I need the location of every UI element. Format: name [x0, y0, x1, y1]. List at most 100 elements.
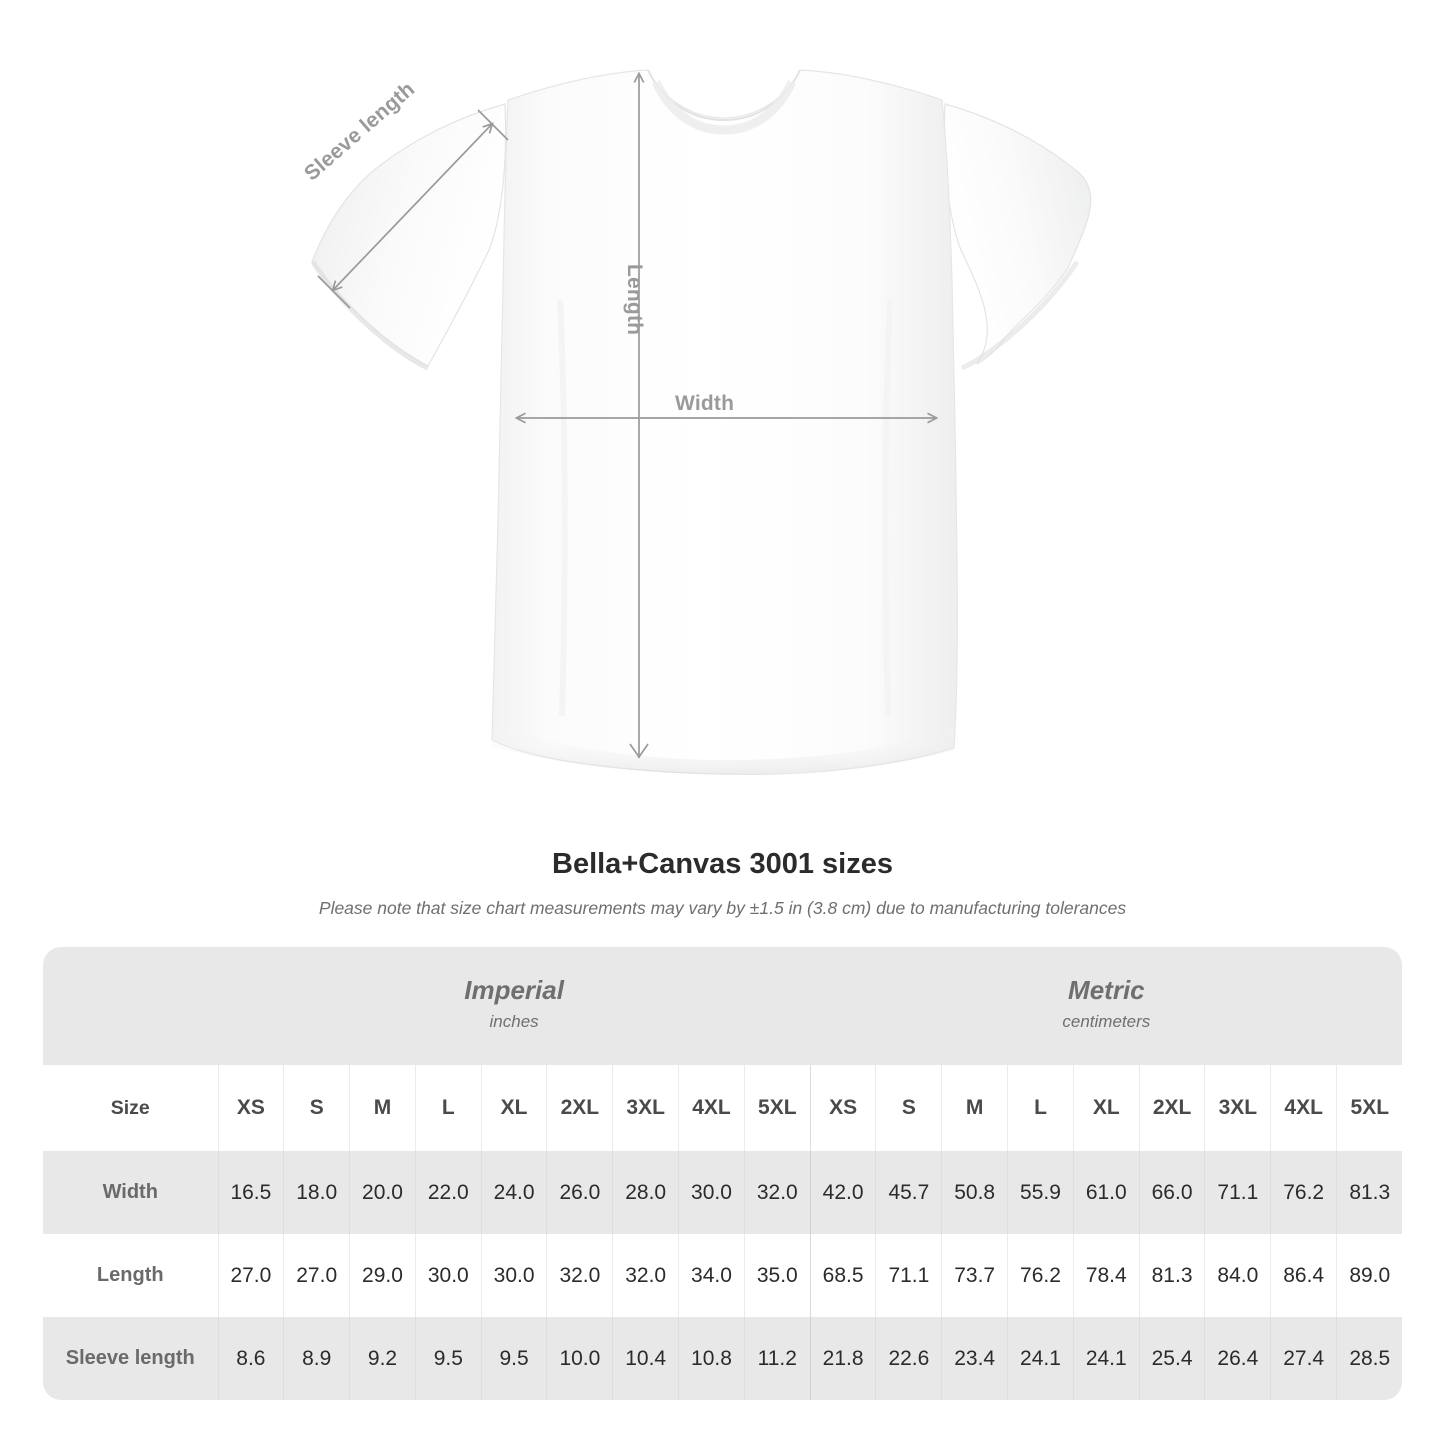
cell-length-imperial-s: 27.0 — [283, 1234, 350, 1317]
size-header-metric-l: L — [1007, 1065, 1074, 1151]
size-header-imperial-m: M — [349, 1065, 416, 1151]
cell-length-metric-5xl: 89.0 — [1336, 1234, 1403, 1317]
chart-note: Please note that size chart measurements… — [318, 898, 1127, 918]
width-label: Width — [675, 392, 735, 415]
size-header-row: Size XS S M L XL 2XL 3XL 4XL 5XL XS S M L XL 2XL 3XL 4XL… — [43, 1065, 1403, 1151]
size-header-imperial-xs: XS — [217, 1065, 284, 1151]
group-header-spacer — [43, 947, 218, 1065]
cell-sleeve-length-metric-xl: 24.1 — [1072, 1317, 1140, 1400]
table-row-sleeve-length: Sleeve length 8.6 8.9 9.2 9.5 9.5 10.0 10.4 10.… — [43, 1317, 1403, 1400]
group-name-imperial: Imperial — [464, 974, 564, 1005]
cell-width-metric-2xl: 66.0 — [1138, 1151, 1205, 1234]
cell-length-metric-s: 71.1 — [875, 1234, 942, 1317]
cell-width-imperial-xs: 16.5 — [217, 1151, 284, 1234]
row-label-sleeve-length: Sleeve length — [43, 1317, 218, 1400]
cell-width-metric-s: 45.7 — [875, 1151, 942, 1234]
cell-sleeve-length-imperial-xl: 9.5 — [480, 1317, 547, 1400]
cell-length-imperial-5xl: 35.0 — [743, 1234, 811, 1317]
table-row-length: Length 27.0 27.0 29.0 30.0 30.0 32.0 32.0 34.0 3… — [43, 1234, 1403, 1317]
cell-length-metric-3xl: 84.0 — [1204, 1234, 1271, 1317]
size-header-metric-xs: XS — [809, 1065, 876, 1151]
cell-length-imperial-m: 29.0 — [349, 1234, 416, 1317]
tshirt-shape — [310, 69, 1092, 775]
cell-length-imperial-xl: 30.0 — [480, 1234, 547, 1317]
cell-width-metric-5xl: 81.3 — [1336, 1151, 1403, 1234]
cell-width-imperial-5xl: 32.0 — [743, 1151, 811, 1234]
cell-width-imperial-2xl: 26.0 — [546, 1151, 613, 1234]
size-chart-table: Imperial inches Metric centimeters Size … — [43, 947, 1403, 1400]
cell-width-metric-xs: 42.0 — [809, 1151, 876, 1234]
group-header-metric: Metric centimeters — [810, 947, 1403, 1065]
length-label: Length — [623, 264, 646, 336]
cell-sleeve-length-metric-m: 23.4 — [941, 1317, 1008, 1400]
cell-length-imperial-2xl: 32.0 — [546, 1234, 613, 1317]
cell-length-imperial-4xl: 34.0 — [678, 1234, 745, 1317]
cell-sleeve-length-metric-s: 22.6 — [875, 1317, 942, 1400]
group-header-imperial: Imperial inches — [218, 947, 811, 1065]
cell-width-metric-3xl: 71.1 — [1204, 1151, 1271, 1234]
cell-width-imperial-3xl: 28.0 — [612, 1151, 679, 1234]
cell-length-imperial-l: 30.0 — [414, 1234, 482, 1317]
cell-width-imperial-l: 22.0 — [414, 1151, 482, 1234]
size-header-metric-xl: XL — [1072, 1065, 1140, 1151]
cell-length-metric-2xl: 81.3 — [1138, 1234, 1205, 1317]
size-header-metric-2xl: 2XL — [1138, 1065, 1205, 1151]
cell-sleeve-length-imperial-s: 8.9 — [283, 1317, 350, 1400]
cell-sleeve-length-metric-xs: 21.8 — [809, 1317, 876, 1400]
cell-width-metric-l: 55.9 — [1007, 1151, 1074, 1234]
cell-sleeve-length-imperial-4xl: 10.8 — [678, 1317, 745, 1400]
chart-title: Bella+Canvas 3001 sizes — [552, 848, 893, 880]
cell-sleeve-length-metric-5xl: 28.5 — [1336, 1317, 1403, 1400]
length-arrow-bottom-head — [629, 743, 649, 759]
cell-length-metric-l: 76.2 — [1007, 1234, 1074, 1317]
group-unit-metric: centimeters — [1062, 1012, 1151, 1032]
size-header-imperial-5xl: 5XL — [743, 1065, 811, 1151]
cell-length-imperial-xs: 27.0 — [217, 1234, 284, 1317]
row-label-length: Length — [43, 1234, 218, 1317]
size-header-metric-4xl: 4XL — [1270, 1065, 1337, 1151]
cell-sleeve-length-metric-2xl: 25.4 — [1138, 1317, 1205, 1400]
size-header-imperial-s: S — [283, 1065, 350, 1151]
cell-sleeve-length-metric-l: 24.1 — [1007, 1317, 1074, 1400]
sleeve-arrow-cap-start — [317, 275, 351, 309]
size-header-imperial-2xl: 2XL — [546, 1065, 613, 1151]
size-header-metric-m: M — [941, 1065, 1008, 1151]
cell-length-metric-4xl: 86.4 — [1270, 1234, 1337, 1317]
group-header-row: Imperial inches Metric centimeters — [43, 947, 1403, 1065]
size-header-metric-5xl: 5XL — [1336, 1065, 1403, 1151]
cell-sleeve-length-imperial-l: 9.5 — [414, 1317, 482, 1400]
sleeve-arrow-cap-end — [477, 109, 509, 141]
measurement-arrows — [317, 74, 936, 759]
cell-length-metric-m: 73.7 — [941, 1234, 1008, 1317]
cell-length-metric-xl: 78.4 — [1072, 1234, 1140, 1317]
group-name-metric: Metric — [1068, 974, 1145, 1005]
cell-sleeve-length-imperial-3xl: 10.4 — [612, 1317, 679, 1400]
size-header-metric-3xl: 3XL — [1204, 1065, 1271, 1151]
cell-width-imperial-s: 18.0 — [283, 1151, 350, 1234]
cell-sleeve-length-imperial-2xl: 10.0 — [546, 1317, 613, 1400]
cell-sleeve-length-metric-4xl: 27.4 — [1270, 1317, 1337, 1400]
cell-sleeve-length-imperial-5xl: 11.2 — [743, 1317, 811, 1400]
size-header-imperial-4xl: 4XL — [678, 1065, 745, 1151]
cell-sleeve-length-metric-3xl: 26.4 — [1204, 1317, 1271, 1400]
tshirt-illustration: Sleeve length Length Width — [300, 69, 1092, 775]
cell-length-metric-xs: 68.5 — [809, 1234, 876, 1317]
cell-width-metric-m: 50.8 — [941, 1151, 1008, 1234]
size-row-label: Size — [43, 1065, 218, 1151]
size-header-imperial-xl: XL — [480, 1065, 547, 1151]
cell-sleeve-length-imperial-xs: 8.6 — [217, 1317, 284, 1400]
table-row-width: Width 16.5 18.0 20.0 22.0 24.0 26.0 28.0 30.0 32… — [43, 1151, 1403, 1234]
size-header-metric-s: S — [875, 1065, 942, 1151]
size-header-imperial-l: L — [414, 1065, 482, 1151]
tshirt-diagram-svg — [310, 69, 1092, 775]
sleeve-length-arrow — [333, 124, 492, 290]
cell-width-metric-xl: 61.0 — [1072, 1151, 1140, 1234]
size-header-imperial-3xl: 3XL — [612, 1065, 679, 1151]
cell-length-imperial-3xl: 32.0 — [612, 1234, 679, 1317]
cell-width-metric-4xl: 76.2 — [1270, 1151, 1337, 1234]
cell-width-imperial-4xl: 30.0 — [678, 1151, 745, 1234]
row-label-width: Width — [43, 1151, 218, 1234]
cell-width-imperial-m: 20.0 — [349, 1151, 416, 1234]
group-unit-imperial: inches — [489, 1012, 539, 1032]
